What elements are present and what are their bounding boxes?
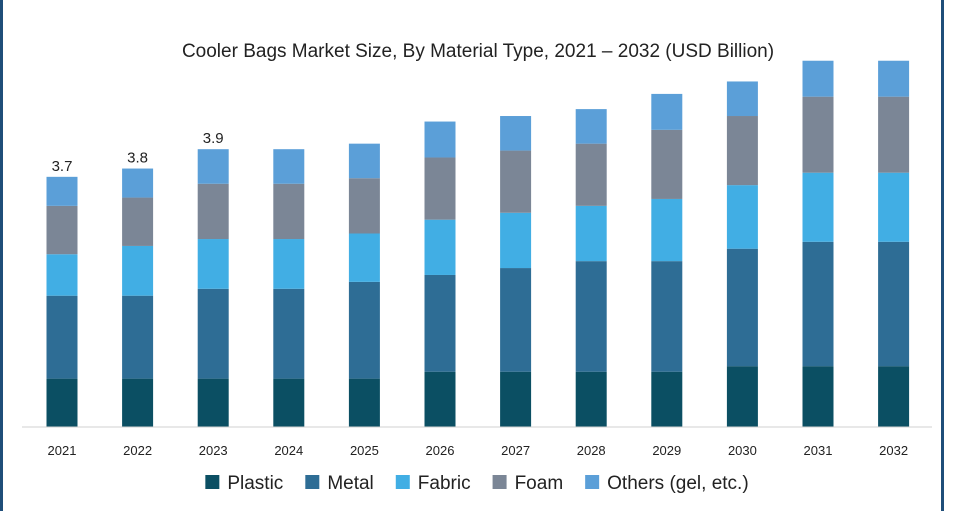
bar-2029-fabric — [651, 198, 683, 262]
legend-label-fabric: Fabric — [418, 473, 471, 494]
data-label-2023: 3.9 — [203, 130, 224, 147]
bar-2022-fabric — [122, 245, 154, 296]
bar-2031-foam — [802, 96, 834, 173]
bar-2022-others-gel-etc — [122, 168, 154, 198]
bar-2023-others-gel-etc — [197, 149, 229, 184]
bar-2027-foam — [500, 150, 532, 213]
bar-2029-foam — [651, 129, 683, 199]
bar-2023-metal — [197, 288, 229, 379]
bar-2028-plastic — [575, 371, 607, 427]
bar-2023-plastic — [197, 378, 229, 427]
data-label-2021: 3.7 — [52, 158, 73, 175]
legend-label-plastic: Plastic — [227, 473, 283, 494]
bar-2031-others-gel-etc — [802, 60, 834, 97]
bar-2025-metal — [348, 281, 380, 379]
bar-2028-foam — [575, 143, 607, 206]
bar-group — [46, 60, 910, 427]
bar-2028-fabric — [575, 205, 607, 262]
x-tick-label-2024: 2024 — [274, 443, 303, 458]
bar-2021-metal — [46, 295, 78, 379]
bar-2021-others-gel-etc — [46, 176, 78, 206]
bar-2030-foam — [726, 116, 758, 186]
bar-2025-plastic — [348, 378, 380, 427]
bar-2026-metal — [424, 274, 456, 372]
x-tick-label-2029: 2029 — [652, 443, 681, 458]
bar-2026-foam — [424, 157, 456, 220]
bar-2026-others-gel-etc — [424, 121, 456, 158]
bar-2027-plastic — [500, 371, 532, 427]
bar-2032-fabric — [878, 172, 910, 242]
bar-2032-others-gel-etc — [878, 60, 910, 97]
x-tick-label-2026: 2026 — [426, 443, 455, 458]
bar-2021-plastic — [46, 378, 78, 427]
bar-2028-metal — [575, 261, 607, 372]
bar-2030-others-gel-etc — [726, 81, 758, 117]
bar-2027-metal — [500, 268, 532, 372]
bar-2029-plastic — [651, 371, 683, 427]
bar-2030-metal — [726, 248, 758, 367]
bar-2024-plastic — [273, 378, 305, 427]
data-label-2022: 3.8 — [127, 150, 148, 167]
legend-label-others-gel-etc: Others (gel, etc.) — [607, 473, 749, 494]
bar-2031-fabric — [802, 172, 834, 242]
bar-2024-foam — [273, 183, 305, 240]
bar-2024-others-gel-etc — [273, 149, 305, 184]
x-tick-label-2030: 2030 — [728, 443, 757, 458]
bar-2022-foam — [122, 197, 154, 246]
bar-2028-others-gel-etc — [575, 109, 607, 144]
bar-2029-metal — [651, 261, 683, 372]
bar-2025-others-gel-etc — [348, 143, 380, 179]
bar-2026-plastic — [424, 371, 456, 427]
bar-2023-fabric — [197, 239, 229, 289]
legend: Plastic Metal Fabric Foam Others (gel, etc.) — [205, 473, 749, 494]
legend-label-metal: Metal — [327, 473, 373, 494]
bar-2032-plastic — [878, 366, 910, 427]
chart-title: Cooler Bags Market Size, By Material Typ… — [182, 41, 774, 62]
bar-2030-fabric — [726, 185, 758, 249]
legend-label-foam: Foam — [515, 473, 564, 494]
x-tick-label-2023: 2023 — [199, 443, 228, 458]
x-tick-label-2021: 2021 — [48, 443, 77, 458]
bar-2024-metal — [273, 288, 305, 379]
bar-2031-plastic — [802, 366, 834, 427]
bar-2032-metal — [878, 241, 910, 367]
bar-2024-fabric — [273, 239, 305, 289]
bar-2021-foam — [46, 205, 78, 255]
bar-2022-plastic — [122, 378, 154, 427]
bar-2025-fabric — [348, 233, 380, 282]
bar-2026-fabric — [424, 219, 456, 275]
legend-swatch-metal — [305, 475, 320, 489]
x-tick-label-2028: 2028 — [577, 443, 606, 458]
bar-2021-fabric — [46, 254, 78, 296]
bar-2031-metal — [802, 241, 834, 367]
bar-2023-foam — [197, 183, 229, 240]
bar-2029-others-gel-etc — [651, 93, 683, 130]
legend-swatch-fabric — [395, 475, 410, 489]
bar-2027-fabric — [500, 212, 532, 269]
x-tick-label-2022: 2022 — [123, 443, 152, 458]
x-tick-labels: 2021 2022 2023 2024 2025 2026 2027 2028 2029 2030… — [48, 443, 909, 458]
x-tick-label-2031: 2031 — [804, 443, 833, 458]
bar-2032-foam — [878, 96, 910, 173]
x-tick-label-2027: 2027 — [501, 443, 530, 458]
legend-swatch-others-gel-etc — [585, 475, 600, 489]
bar-2025-foam — [348, 178, 380, 234]
bar-2022-metal — [122, 295, 154, 379]
legend-swatch-plastic — [205, 475, 220, 489]
bar-2030-plastic — [726, 366, 758, 427]
x-tick-label-2032: 2032 — [879, 443, 908, 458]
legend-swatch-foam — [492, 475, 507, 489]
bar-2027-others-gel-etc — [500, 116, 532, 151]
x-tick-label-2025: 2025 — [350, 443, 379, 458]
data-labels: 3.7 3.8 3.9 — [52, 130, 224, 175]
